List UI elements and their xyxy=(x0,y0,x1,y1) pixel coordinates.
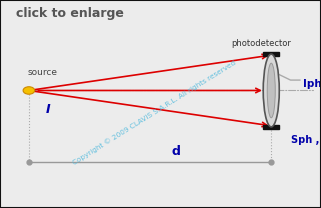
Text: Copyright © 2009 CLAVIS S.A.R.L. All rights reserved: Copyright © 2009 CLAVIS S.A.R.L. All rig… xyxy=(71,59,237,166)
Text: source: source xyxy=(27,68,57,77)
Text: Iph: Iph xyxy=(303,79,321,89)
Text: I: I xyxy=(46,103,50,116)
Bar xyxy=(263,52,279,56)
Text: photodetector: photodetector xyxy=(232,39,291,48)
Text: click to enlarge: click to enlarge xyxy=(16,7,124,20)
Ellipse shape xyxy=(267,63,275,118)
Ellipse shape xyxy=(263,54,279,127)
Text: d: d xyxy=(171,145,180,158)
Text: Sph , s: Sph , s xyxy=(291,135,321,145)
Bar xyxy=(270,54,273,127)
Circle shape xyxy=(23,87,35,94)
Bar xyxy=(263,125,279,129)
